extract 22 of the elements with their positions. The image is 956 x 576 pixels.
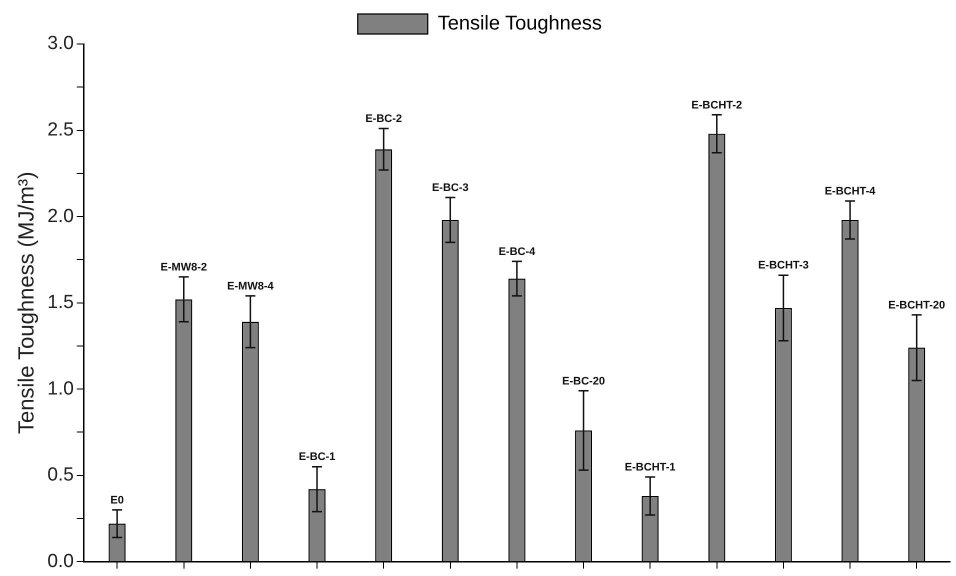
y-tick-label: 2.5 [47, 120, 74, 140]
x-tick-label: E-BC-4 [498, 246, 536, 258]
y-axis-title: Tensile Toughness (MJ/m³) [13, 172, 38, 434]
x-tick-label: E0 [110, 494, 124, 506]
x-tick-label: E-BC-3 [432, 182, 469, 194]
x-tick-label: E-BCHT-3 [758, 260, 809, 272]
x-tick-label: E-BCHT-20 [888, 299, 946, 312]
x-tick-label: E-MW8-4 [227, 280, 274, 292]
x-tick-label: E-MW8-2 [160, 261, 207, 274]
x-tick-label: E-BC-20 [562, 375, 605, 388]
y-tick-label: 1.5 [47, 292, 74, 314]
y-tick-label: 2.0 [47, 206, 74, 227]
y-tick-label: 3.0 [47, 33, 74, 54]
x-tick-label: E-BCHT-2 [691, 99, 742, 112]
legend-label: Tensile Toughness [438, 12, 602, 35]
y-tick-label: 1.0 [47, 378, 74, 400]
y-tick-label: 0.5 [47, 464, 74, 486]
y-tick-label: 0.0 [47, 550, 74, 572]
x-tick-label: E-BCHT-4 [824, 186, 876, 198]
x-tick-label: E-BC-2 [365, 113, 402, 126]
x-tick-label: E-BCHT-1 [624, 462, 676, 474]
x-tick-label: E-BC-1 [298, 451, 336, 464]
